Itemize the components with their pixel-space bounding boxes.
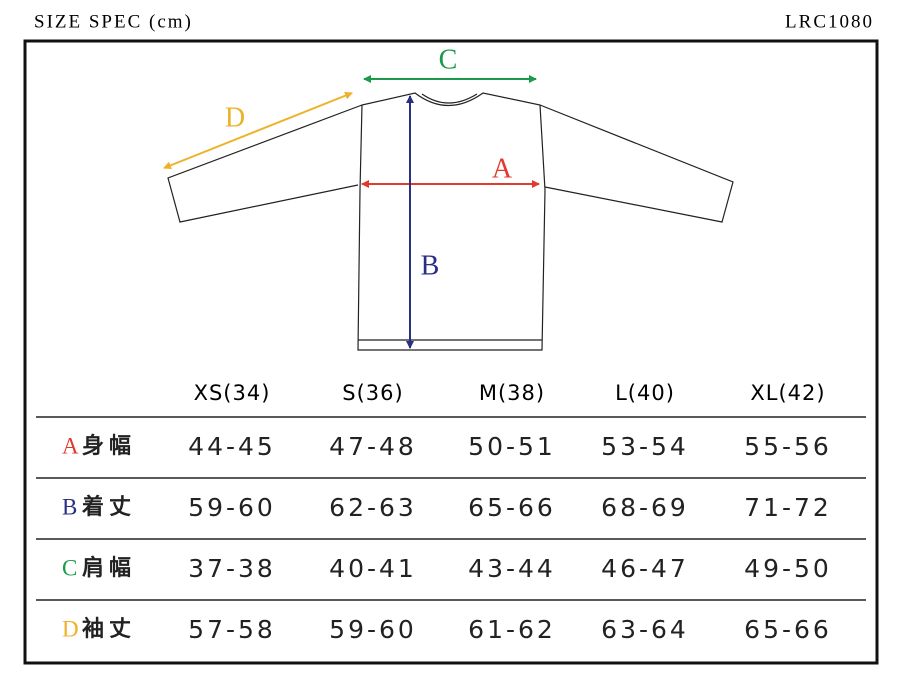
cell-value: 62-63 bbox=[329, 493, 417, 522]
cell-value: 71-72 bbox=[744, 493, 832, 522]
row-name: 袖丈 bbox=[82, 616, 136, 641]
cell-value: 49-50 bbox=[744, 554, 832, 583]
row-name: 身幅 bbox=[82, 433, 136, 458]
column-header: S(36) bbox=[342, 381, 403, 405]
frame bbox=[23, 39, 879, 665]
label-a: A bbox=[492, 153, 513, 184]
row-key: B bbox=[62, 494, 77, 519]
cell-value: 57-58 bbox=[188, 615, 276, 644]
label-b: B bbox=[421, 250, 440, 281]
product-code: LRC1080 bbox=[785, 11, 874, 32]
column-header: M(38) bbox=[479, 381, 545, 405]
cell-value: 65-66 bbox=[468, 493, 556, 522]
cell-value: 43-44 bbox=[468, 554, 556, 583]
cell-value: 40-41 bbox=[329, 554, 417, 583]
cell-value: 50-51 bbox=[468, 432, 556, 461]
cell-value: 59-60 bbox=[329, 615, 417, 644]
row-key: D bbox=[62, 616, 79, 641]
cell-value: 61-62 bbox=[468, 615, 556, 644]
cell-value: 68-69 bbox=[601, 493, 689, 522]
row-name: 着丈 bbox=[81, 494, 136, 519]
cell-value: 44-45 bbox=[188, 432, 276, 461]
cell-value: 55-56 bbox=[744, 432, 832, 461]
cell-value: 63-64 bbox=[601, 615, 689, 644]
cell-value: 46-47 bbox=[601, 554, 689, 583]
arrow-d bbox=[163, 91, 353, 170]
label-d: D bbox=[225, 102, 245, 133]
row-name: 肩幅 bbox=[82, 555, 136, 580]
row-key: C bbox=[62, 555, 77, 580]
row-key: A bbox=[62, 433, 79, 458]
column-header: L(40) bbox=[615, 381, 675, 405]
cell-value: 47-48 bbox=[329, 432, 417, 461]
cell-value: 65-66 bbox=[744, 615, 832, 644]
column-header: XS(34) bbox=[194, 381, 271, 405]
cell-value: 59-60 bbox=[188, 493, 276, 522]
cell-value: 37-38 bbox=[188, 554, 276, 583]
cell-value: 53-54 bbox=[601, 432, 689, 461]
column-header: XL(42) bbox=[750, 381, 825, 405]
label-c: C bbox=[439, 44, 458, 75]
title: SIZE SPEC (cm) bbox=[34, 11, 193, 32]
